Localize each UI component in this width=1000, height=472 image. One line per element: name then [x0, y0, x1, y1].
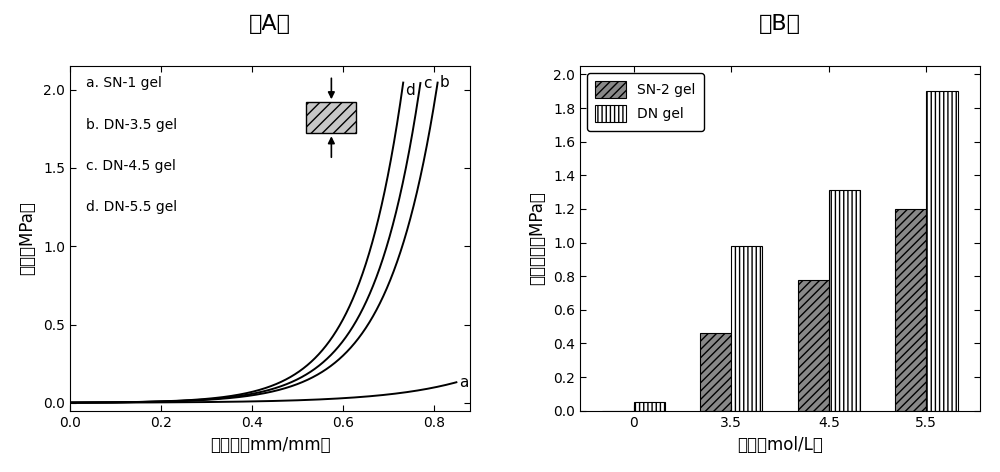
Bar [731, 246, 762, 411]
Bar [926, 91, 958, 411]
X-axis label: 压缩率（mm/mm）: 压缩率（mm/mm） [210, 437, 330, 455]
X-axis label: 浓度（mol/L）: 浓度（mol/L） [737, 437, 823, 455]
Text: c: c [423, 76, 431, 91]
Text: b: b [440, 75, 450, 90]
Text: a: a [459, 375, 468, 390]
Text: d. DN-5.5 gel: d. DN-5.5 gel [86, 201, 177, 214]
Text: a. SN-1 gel: a. SN-1 gel [86, 76, 162, 91]
Bar [829, 191, 860, 411]
Text: b. DN-3.5 gel: b. DN-3.5 gel [86, 118, 177, 132]
Bar [700, 333, 731, 411]
Bar [634, 402, 665, 411]
Y-axis label: 抗压强度（MPa）: 抗压强度（MPa） [528, 192, 546, 285]
Legend: SN-2 gel, DN gel: SN-2 gel, DN gel [587, 73, 704, 131]
Text: c. DN-4.5 gel: c. DN-4.5 gel [86, 159, 176, 173]
Text: （A）: （A） [249, 14, 291, 34]
Text: d: d [405, 83, 415, 98]
Y-axis label: 压强（MPa）: 压强（MPa） [18, 202, 36, 275]
Bar [798, 279, 829, 411]
Text: （B）: （B） [759, 14, 801, 34]
Bar [306, 102, 356, 134]
Bar [895, 209, 926, 411]
